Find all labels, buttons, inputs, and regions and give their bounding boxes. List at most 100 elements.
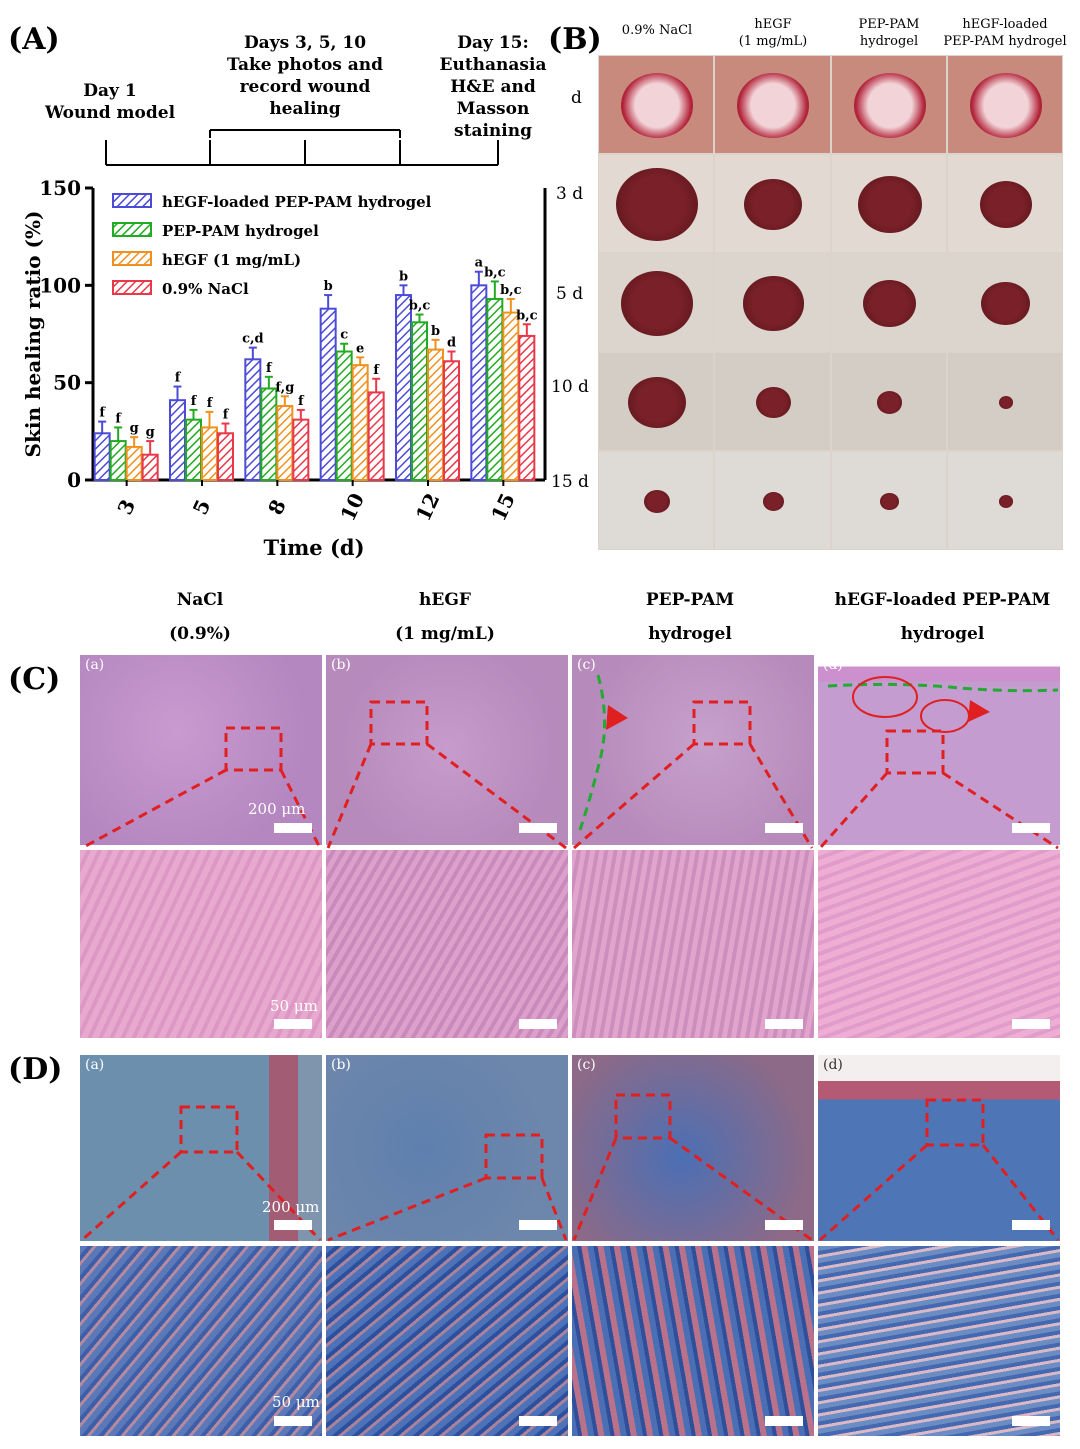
wound-area (876, 391, 903, 414)
legend-label: hEGF-loaded PEP-PAM hydrogel (162, 193, 432, 211)
masson-sub-a: (a) (85, 1057, 105, 1073)
scale-bar (765, 1220, 803, 1230)
scale-bar (1012, 823, 1050, 833)
wound-photo-r3-c1 (599, 254, 714, 351)
wound-photo-r4-c1 (599, 353, 714, 450)
wound-area (853, 73, 926, 138)
scale-bar (519, 1019, 557, 1029)
wound-photo-r3-c2 (715, 254, 830, 351)
masson-zoom-a (80, 1246, 322, 1436)
scale-bar (274, 1019, 312, 1029)
wound-photo-r5-c2 (715, 452, 830, 549)
significance-letter: c,d (242, 332, 264, 347)
scale-bar (765, 823, 803, 833)
panel-c-header-3: PEP-PAM hydrogel (570, 590, 810, 644)
masson-sub-d: (d) (823, 1057, 843, 1073)
timeline-day15-line1: Day 15: (457, 33, 529, 53)
significance-letter: f (99, 406, 106, 421)
masson-zoom-c (572, 1246, 814, 1436)
wound-area (762, 492, 784, 511)
scale-label-d-top: 200 μm (262, 1198, 320, 1216)
significance-letter: f (373, 363, 380, 378)
timeline-mid-line1: Days 3, 5, 10 (243, 33, 367, 53)
wound-photo-r1-c4 (947, 56, 1062, 153)
panel-c-h4-l1: hEGF-loaded PEP-PAM (834, 590, 1051, 610)
wound-photo-r1-c1 (599, 56, 714, 153)
scale-label-c-top: 200 μm (248, 800, 306, 818)
legend-label: PEP-PAM hydrogel (162, 222, 319, 240)
significance-letter: f (266, 361, 273, 376)
masson-sub-b: (b) (331, 1057, 351, 1073)
row-label-day15: 15 d (551, 472, 589, 492)
significance-letter: b,c (409, 299, 431, 314)
scale-bar (519, 1220, 557, 1230)
scale-bar (274, 1220, 312, 1230)
wound-area (979, 181, 1033, 228)
significance-letter: f (175, 371, 182, 386)
row-label-day3: 3 d (556, 184, 584, 204)
significance-letter: b,c (500, 283, 522, 298)
wound-area (755, 386, 791, 419)
wound-photo-r4-c3 (831, 353, 946, 450)
scale-bar (765, 1019, 803, 1029)
wound-area (880, 493, 899, 510)
wound-area (616, 168, 698, 241)
timeline-mid-line3: record wound (239, 77, 371, 97)
wound-area (857, 175, 922, 234)
masson-zoom-b (326, 1246, 568, 1436)
significance-letter: b,c (516, 308, 538, 323)
significance-letter: f (191, 394, 198, 409)
row-label-day1: d (571, 88, 582, 108)
panel-c-h1-l1: NaCl (176, 590, 224, 610)
wound-area (969, 73, 1042, 138)
panel-c-h3-l2: hydrogel (648, 624, 732, 644)
panel-b-col2-l2: (1 mg/mL) (738, 34, 808, 49)
wound-area (981, 281, 1031, 326)
scale-bar (274, 823, 312, 833)
he-overview-b: (b) (326, 655, 568, 845)
wound-photo-r2-c1 (599, 155, 714, 252)
significance-letter: f (298, 394, 305, 409)
he-zoom-a (80, 850, 322, 1038)
scale-label-d-bottom: 50 μm (272, 1393, 320, 1411)
timeline-day1: Day 1 Wound model (30, 80, 190, 124)
scale-bar (1012, 1220, 1050, 1230)
panel-b-col3-l1: PEP-PAM (858, 17, 920, 32)
panel-b-headers: 0.9% NaCl hEGF (1 mg/mL) PEP-PAM hydrogel … (598, 17, 1067, 60)
wound-photo-r1-c2 (715, 56, 830, 153)
timeline-mid-line2: Take photos and (226, 55, 384, 75)
legend-swatch (112, 280, 152, 295)
panel-c-h2-l2: (1 mg/mL) (395, 624, 495, 644)
scale-bar (1012, 1416, 1050, 1426)
skin-healing-chart: 0 50 100 150 Skin healing ratio (%) Time (d) f… (21, 176, 547, 560)
significance-letter: f (207, 396, 214, 411)
wound-area (862, 279, 917, 328)
panel-c-h2-l1: hEGF (419, 590, 471, 610)
masson-sub-c: (c) (577, 1057, 596, 1073)
he-sub-a: (a) (85, 657, 105, 673)
row-label-day5: 5 d (556, 284, 584, 304)
he-sub-c: (c) (577, 657, 596, 673)
panel-c-h3-l1: PEP-PAM (645, 590, 735, 610)
significance-letter: f (223, 408, 230, 423)
panel-c-header-4: hEGF-loaded PEP-PAM hydrogel (810, 590, 1075, 644)
panel-label-c: (C) (8, 662, 61, 697)
wound-photo-r4-c4 (947, 353, 1062, 450)
wound-photo-r5-c4 (947, 452, 1062, 549)
wound-photo-r2-c2 (715, 155, 830, 252)
timeline-mid-line4: healing (269, 99, 341, 119)
panel-b-col4-l1: hEGF-loaded (962, 17, 1048, 32)
scale-bar (519, 823, 557, 833)
significance-letter: g (146, 425, 155, 440)
panel-label-d: (D) (8, 1052, 63, 1087)
y-tick-label: 150 (39, 176, 81, 200)
wound-photo-r2-c4 (947, 155, 1062, 252)
wound-photo-r3-c4 (947, 254, 1062, 351)
wound-area (628, 376, 687, 429)
he-sub-b: (b) (331, 657, 351, 673)
he-sub-d: (d) (823, 657, 843, 673)
legend-swatch (112, 193, 152, 208)
panel-b-col2: hEGF (1 mg/mL) (714, 16, 832, 50)
wound-photo-r5-c3 (831, 452, 946, 549)
